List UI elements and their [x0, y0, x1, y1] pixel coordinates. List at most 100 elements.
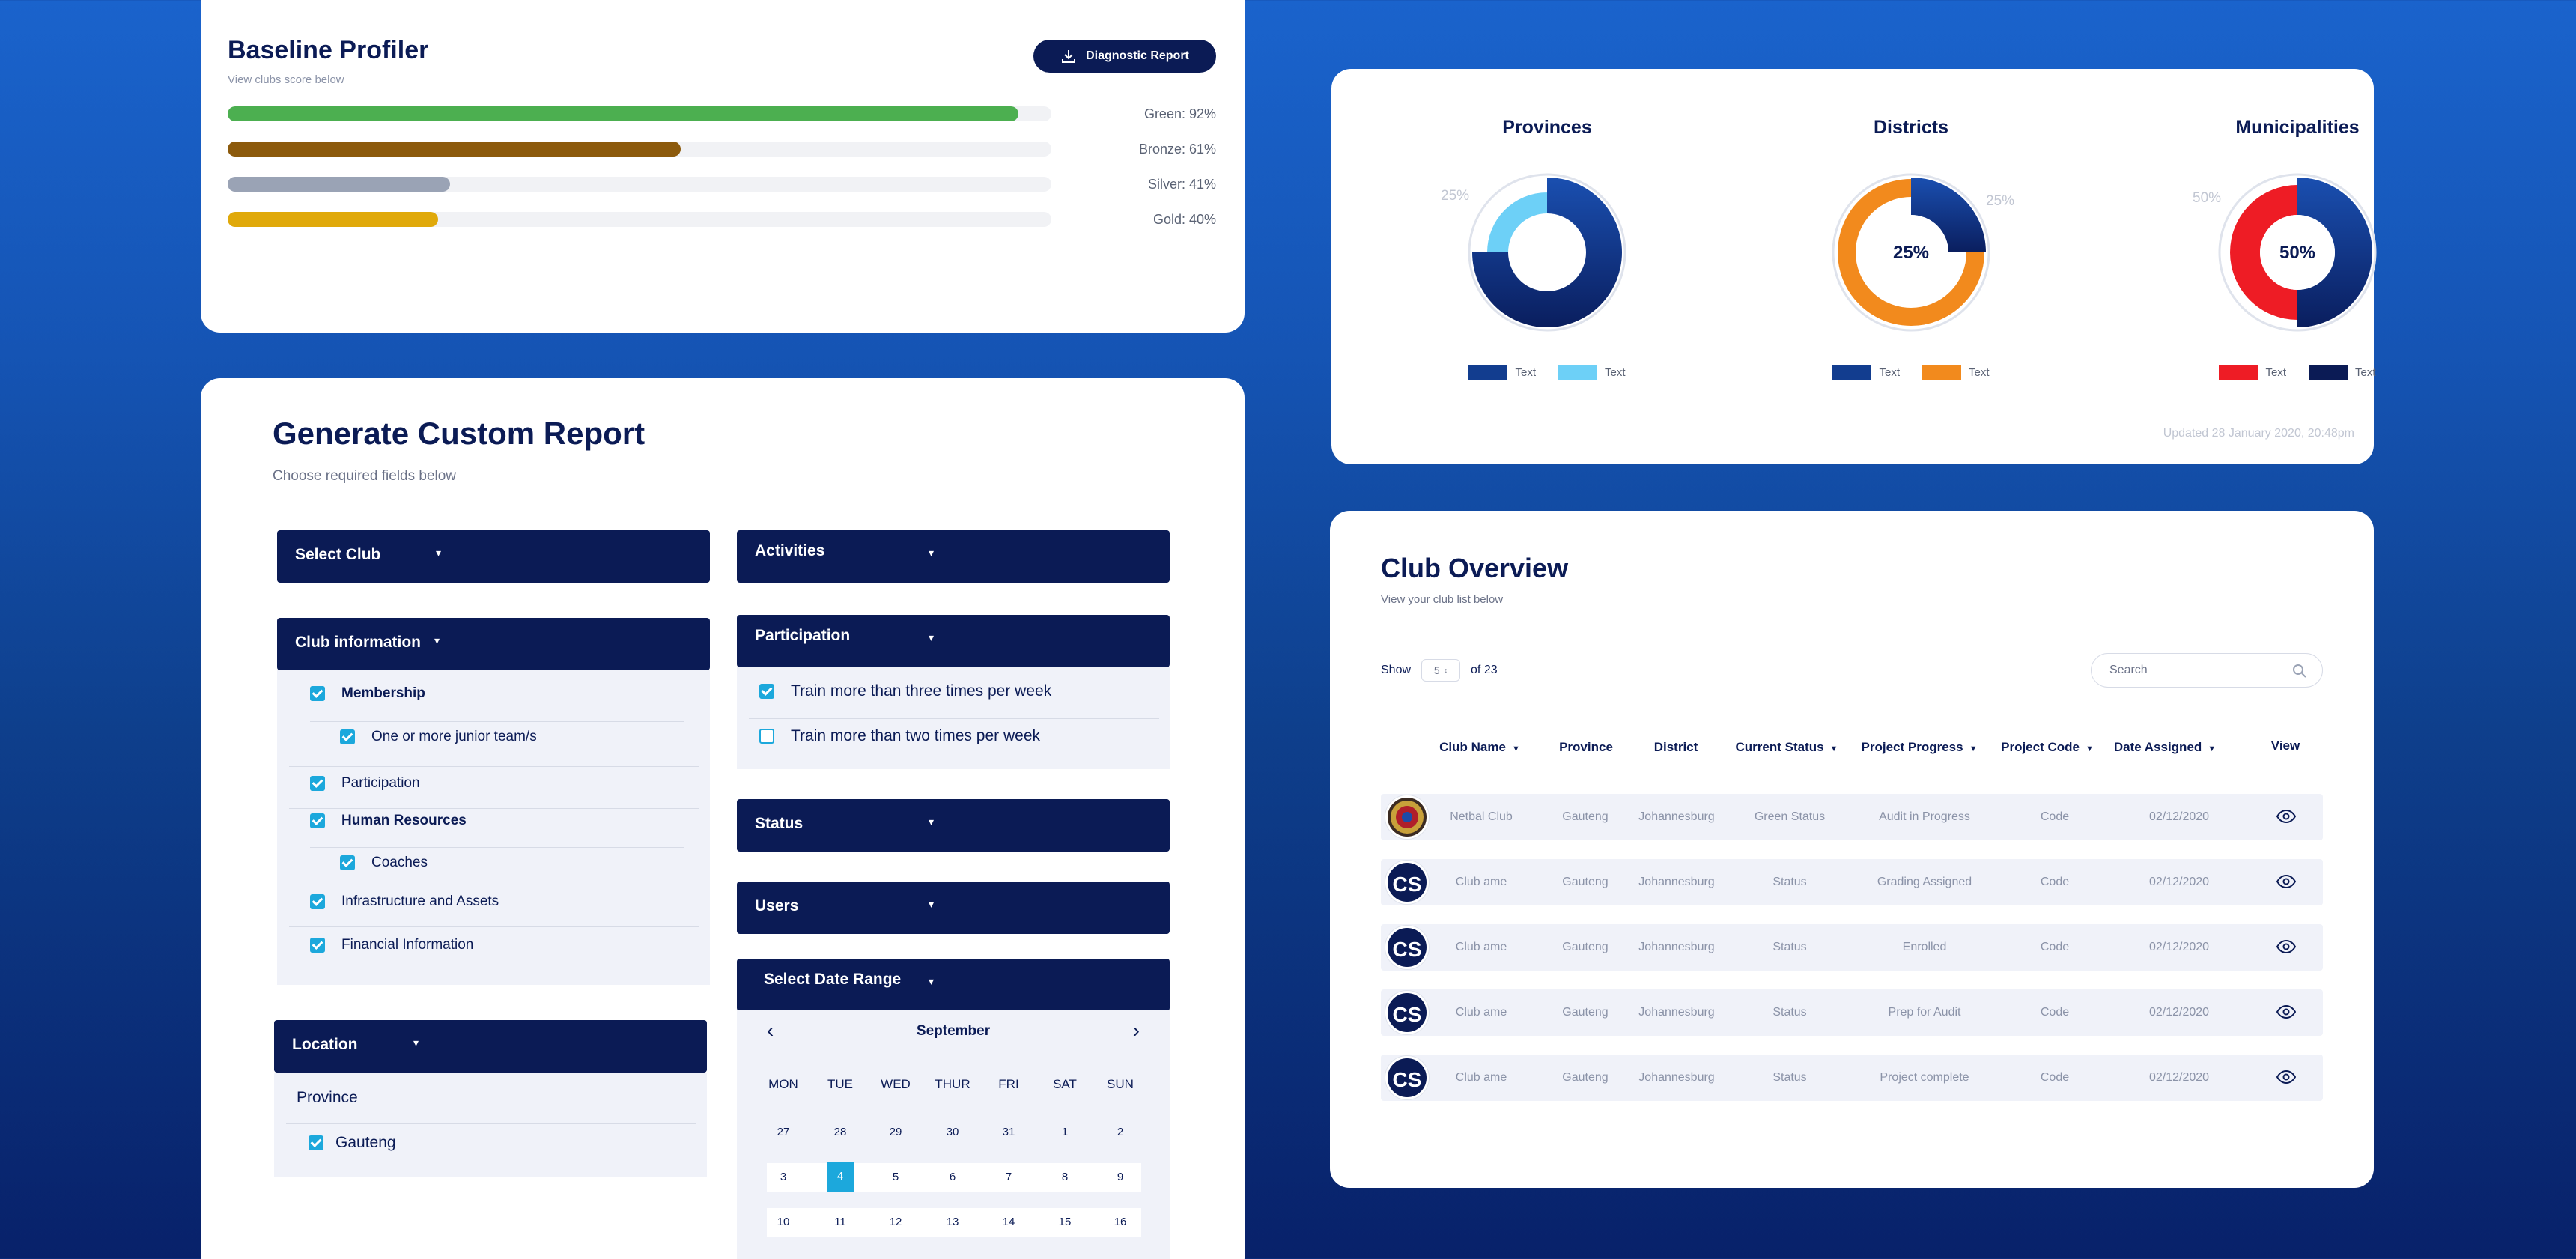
select-club-dropdown[interactable]: Select Club ▾	[277, 530, 710, 583]
calendar-day[interactable]: 13	[946, 1216, 959, 1228]
table-row[interactable]: CS Club ame Gauteng Johannesburg Status Proje…	[1381, 1055, 2323, 1101]
participation-dropdown[interactable]: Participation ▾	[737, 615, 1170, 667]
page-size-select[interactable]: 5 ↕	[1421, 659, 1461, 682]
calendar-day-of-week: FRI	[998, 1077, 1019, 1091]
calendar-day[interactable]: 1	[1061, 1126, 1069, 1138]
checkbox-gauteng[interactable]: Gauteng	[309, 1134, 396, 1152]
table-row[interactable]: CS Club ame Gauteng Johannesburg Status Gradi…	[1381, 859, 2323, 905]
legend-label: Text	[2265, 365, 2286, 379]
calendar-day[interactable]: 10	[777, 1216, 790, 1228]
location-panel: Province Gauteng	[274, 1073, 707, 1177]
sort-icon[interactable]: ▼	[2208, 744, 2217, 753]
chevron-right-icon[interactable]: ›	[1132, 1019, 1140, 1042]
table-row[interactable]: Netbal Club Gauteng Johannesburg Green Stat…	[1381, 794, 2323, 840]
activities-dropdown[interactable]: Activities ▾	[737, 530, 1170, 583]
calendar-month: September	[916, 1023, 991, 1039]
location-label: Location	[292, 1036, 358, 1053]
table-row[interactable]: CS Club ame Gauteng Johannesburg Status Prep …	[1381, 989, 2323, 1036]
donut-center-label: 50%	[2279, 243, 2315, 263]
custom-report-subtitle: Choose required fields below	[273, 468, 457, 484]
stepper-icon: ↕	[1444, 667, 1448, 674]
checkbox-checked[interactable]	[310, 813, 325, 828]
location-dropdown[interactable]: Location ▾	[274, 1020, 707, 1073]
search-icon[interactable]	[2292, 664, 2307, 679]
checkbox-junior-teams[interactable]: One or more junior team/s	[340, 729, 537, 745]
checkbox-infrastructure[interactable]: Infrastructure and Assets	[310, 894, 499, 910]
checkbox-coaches[interactable]: Coaches	[340, 855, 428, 871]
users-dropdown[interactable]: Users ▾	[737, 882, 1170, 934]
calendar-day-selected[interactable]: 4	[827, 1162, 854, 1192]
sort-icon[interactable]: ▼	[1511, 744, 1520, 753]
chevron-left-icon[interactable]: ‹	[767, 1019, 774, 1042]
eye-icon[interactable]	[2276, 810, 2296, 823]
calendar-day[interactable]: 28	[833, 1126, 847, 1138]
club-information-dropdown[interactable]: Club information ▾	[277, 618, 710, 670]
status-dropdown[interactable]: Status ▾	[737, 799, 1170, 852]
checkbox-checked[interactable]	[340, 855, 355, 870]
calendar-day[interactable]: 12	[889, 1216, 902, 1228]
checkbox-checked[interactable]	[310, 894, 325, 909]
column-header[interactable]: Club Name ▼	[1439, 740, 1520, 755]
sort-icon[interactable]: ▼	[1829, 744, 1838, 753]
search-input[interactable]: Search	[2091, 653, 2323, 688]
table-row[interactable]: CS Club ame Gauteng Johannesburg Status Enrol…	[1381, 924, 2323, 971]
chevron-down-icon: ▾	[929, 975, 935, 987]
table-cell-district: Johannesburg	[1638, 1006, 1715, 1019]
donut-provinces-chart: 25%	[1441, 173, 1626, 332]
calendar-day[interactable]: 9	[1117, 1171, 1124, 1183]
calendar-day[interactable]: 15	[1058, 1216, 1072, 1228]
calendar-day[interactable]: 31	[1002, 1126, 1015, 1138]
calendar-day[interactable]: 8	[1061, 1171, 1069, 1183]
calendar-day[interactable]: 3	[780, 1171, 787, 1183]
calendar-day[interactable]: 2	[1117, 1126, 1124, 1138]
baseline-title: Baseline Profiler	[228, 36, 429, 64]
checkbox-checked[interactable]	[310, 686, 325, 701]
calendar-day[interactable]: 11	[834, 1216, 846, 1228]
sort-icon[interactable]: ▼	[1969, 744, 1978, 753]
column-header-label: Project Progress	[1861, 740, 1963, 754]
eye-icon[interactable]	[2276, 875, 2296, 888]
column-header[interactable]: Project Progress ▼	[1862, 740, 1978, 755]
eye-icon[interactable]	[2276, 940, 2296, 953]
checkbox-checked[interactable]	[310, 938, 325, 953]
calendar-day[interactable]: 27	[777, 1126, 790, 1138]
date-range-dropdown[interactable]: Select Date Range ▾	[737, 959, 1170, 1011]
eye-icon[interactable]	[2276, 1070, 2296, 1084]
column-header[interactable]: Current Status ▼	[1736, 740, 1838, 755]
calendar-day[interactable]: 5	[892, 1171, 899, 1183]
checkbox-label: One or more junior team/s	[371, 729, 537, 744]
checkbox-unchecked[interactable]	[759, 729, 774, 744]
calendar-day[interactable]: 30	[946, 1126, 959, 1138]
checkbox-two-times[interactable]: Train more than two times per week	[759, 727, 1040, 745]
checkbox-membership[interactable]: Membership	[310, 685, 425, 702]
participation-panel: Train more than three times per week Tra…	[737, 667, 1170, 769]
score-bar-row: Bronze: 61%	[228, 142, 1216, 157]
checkbox-checked[interactable]	[310, 776, 325, 791]
score-bar-row: Silver: 41%	[228, 177, 1216, 192]
checkbox-financial[interactable]: Financial Information	[310, 937, 473, 953]
calendar-day[interactable]: 16	[1114, 1216, 1127, 1228]
column-header[interactable]: Project Code ▼	[2001, 740, 2094, 755]
sort-icon[interactable]: ▼	[2085, 744, 2094, 753]
calendar-day[interactable]: 7	[1005, 1171, 1012, 1183]
calendar-day[interactable]: 29	[889, 1126, 902, 1138]
calendar-day[interactable]: 6	[949, 1171, 956, 1183]
checkbox-label: Gauteng	[335, 1134, 396, 1151]
checkbox-three-times[interactable]: Train more than three times per week	[759, 682, 1051, 700]
column-header-label: Club Name	[1439, 740, 1506, 754]
club-avatar: CS	[1385, 991, 1429, 1034]
eye-icon[interactable]	[2276, 1005, 2296, 1019]
calendar-day[interactable]: 14	[1002, 1216, 1015, 1228]
checkbox-checked[interactable]	[759, 684, 774, 699]
checkbox-checked[interactable]	[309, 1135, 323, 1150]
column-header: District	[1654, 740, 1698, 755]
column-header-label: View	[2270, 738, 2300, 753]
diagnostic-report-button[interactable]: Diagnostic Report	[1033, 40, 1216, 73]
score-bar-row: Gold: 40%	[228, 212, 1216, 227]
column-header[interactable]: Date Assigned ▼	[2114, 740, 2216, 755]
club-overview-card: Club Overview View your club list below …	[1330, 511, 2374, 1188]
page-size-control: Show 5 ↕ of 23	[1381, 659, 1498, 682]
checkbox-checked[interactable]	[340, 729, 355, 744]
checkbox-participation[interactable]: Participation	[310, 775, 420, 792]
checkbox-human-resources[interactable]: Human Resources	[310, 813, 467, 829]
